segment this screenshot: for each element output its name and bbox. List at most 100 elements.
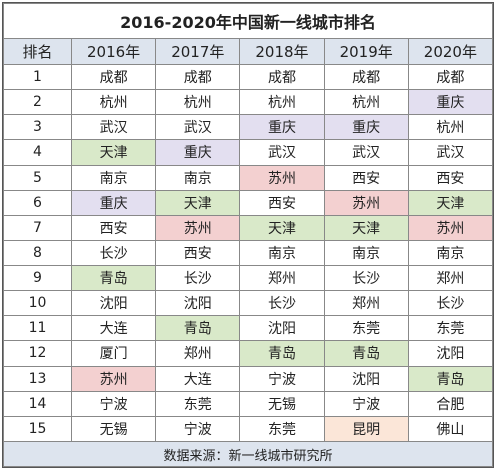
city-cell: 重庆 [70,189,157,216]
city-cell: 杭州 [239,89,325,116]
table-row: 14 宁波 东莞 无锡 宁波 合肥 [3,390,494,417]
table-row: 3 武汉 武汉 重庆 重庆 杭州 [3,114,494,141]
city-cell: 青岛 [70,264,157,292]
city-cell: 昆明 [323,415,409,443]
rank-cell: 13 [3,365,72,392]
city-cell: 南京 [407,239,494,267]
city-cell: 东莞 [407,315,494,342]
city-cell: 苏州 [407,214,494,241]
city-cell: 东莞 [323,315,409,342]
city-cell: 郑州 [407,264,494,292]
city-cell: 杭州 [407,114,494,141]
city-cell: 长沙 [155,264,241,292]
rank-cell: 3 [3,114,72,141]
table-row: 6 重庆 天津 西安 苏州 天津 [3,189,494,216]
rank-cell: 9 [3,264,72,292]
city-cell: 郑州 [323,290,409,317]
city-cell: 西安 [155,239,241,267]
city-cell: 大连 [70,315,157,342]
city-cell: 青岛 [239,340,325,367]
city-cell: 东莞 [239,415,325,443]
city-cell: 苏州 [323,189,409,216]
rank-cell: 2 [3,89,72,116]
rank-cell: 10 [3,290,72,317]
column-header: 2016年 [70,38,157,65]
city-cell: 天津 [407,189,494,216]
table-row: 12 厦门 郑州 青岛 青岛 沈阳 [3,340,494,367]
city-cell: 合肥 [407,390,494,417]
city-cell: 沈阳 [155,290,241,317]
column-header: 排名 [3,38,72,65]
rank-cell: 14 [3,390,72,417]
rank-cell: 7 [3,214,72,241]
city-cell: 宁波 [239,365,325,392]
city-cell: 杭州 [70,89,157,116]
rank-cell: 4 [3,139,72,166]
city-cell: 郑州 [239,264,325,292]
city-cell: 大连 [155,365,241,392]
city-cell: 南京 [239,239,325,267]
city-cell: 武汉 [70,114,157,141]
city-cell: 西安 [239,189,325,216]
table-row: 9 青岛 长沙 郑州 长沙 郑州 [3,264,494,292]
city-cell: 南京 [155,164,241,191]
city-cell: 苏州 [70,365,157,392]
city-cell: 无锡 [239,390,325,417]
city-cell: 长沙 [323,264,409,292]
city-cell: 青岛 [407,365,494,392]
city-cell: 重庆 [155,139,241,166]
header-row: 排名 2016年 2017年 2018年 2019年 2020年 [3,38,494,65]
city-cell: 宁波 [70,390,157,417]
table-row: 2 杭州 杭州 杭州 杭州 重庆 [3,89,494,116]
city-cell: 长沙 [70,239,157,267]
table-row: 5 南京 南京 苏州 西安 西安 [3,164,494,191]
city-cell: 成都 [70,63,157,91]
city-cell: 重庆 [407,89,494,116]
city-cell: 武汉 [239,139,325,166]
table-row: 4 天津 重庆 武汉 武汉 武汉 [3,139,494,166]
city-cell: 成都 [239,63,325,91]
city-cell: 杭州 [323,89,409,116]
city-cell: 成都 [407,63,494,91]
rank-cell: 1 [3,63,72,91]
city-cell: 南京 [70,164,157,191]
rank-cell: 11 [3,315,72,342]
city-cell: 长沙 [239,290,325,317]
city-cell: 无锡 [70,415,157,443]
city-cell: 宁波 [155,415,241,443]
table-title: 2016-2020年中国新一线城市排名 [3,3,493,39]
city-cell: 长沙 [407,290,494,317]
column-header: 2019年 [323,38,409,65]
city-cell: 天津 [239,214,325,241]
city-cell: 西安 [323,164,409,191]
city-cell: 成都 [323,63,409,91]
city-cell: 苏州 [155,214,241,241]
table-row: 8 长沙 西安 南京 南京 南京 [3,239,494,267]
column-header: 2018年 [239,38,325,65]
table-frame: 2016-2020年中国新一线城市排名 排名 2016年 2017年 2018年 201… [2,2,494,468]
city-cell: 重庆 [323,114,409,141]
city-cell: 沈阳 [407,340,494,367]
city-cell: 东莞 [155,390,241,417]
rank-cell: 6 [3,189,72,216]
table-row: 10 沈阳 沈阳 长沙 郑州 长沙 [3,290,494,317]
city-cell: 天津 [155,189,241,216]
city-cell: 西安 [407,164,494,191]
city-cell: 沈阳 [323,365,409,392]
city-cell: 厦门 [70,340,157,367]
column-header: 2017年 [155,38,241,65]
source-note: 数据来源：新一线城市研究所 [3,441,493,467]
city-cell: 佛山 [407,415,494,443]
city-cell: 天津 [70,139,157,166]
city-cell: 天津 [323,214,409,241]
rank-cell: 5 [3,164,72,191]
city-cell: 沈阳 [70,290,157,317]
table-row: 13 苏州 大连 宁波 沈阳 青岛 [3,365,494,392]
rank-cell: 15 [3,415,72,443]
city-cell: 西安 [70,214,157,241]
table-row: 15 无锡 宁波 东莞 昆明 佛山 [3,415,494,443]
table-body: 1 成都 成都 成都 成都 成都 2 杭州 杭州 杭州 杭州 重庆 3 武汉 武汉 重庆 重庆 杭州 4 天津 重庆 武汉… [3,63,494,443]
ranking-table: 2016-2020年中国新一线城市排名 排名 2016年 2017年 2018年 201… [3,3,494,467]
rank-cell: 8 [3,239,72,267]
